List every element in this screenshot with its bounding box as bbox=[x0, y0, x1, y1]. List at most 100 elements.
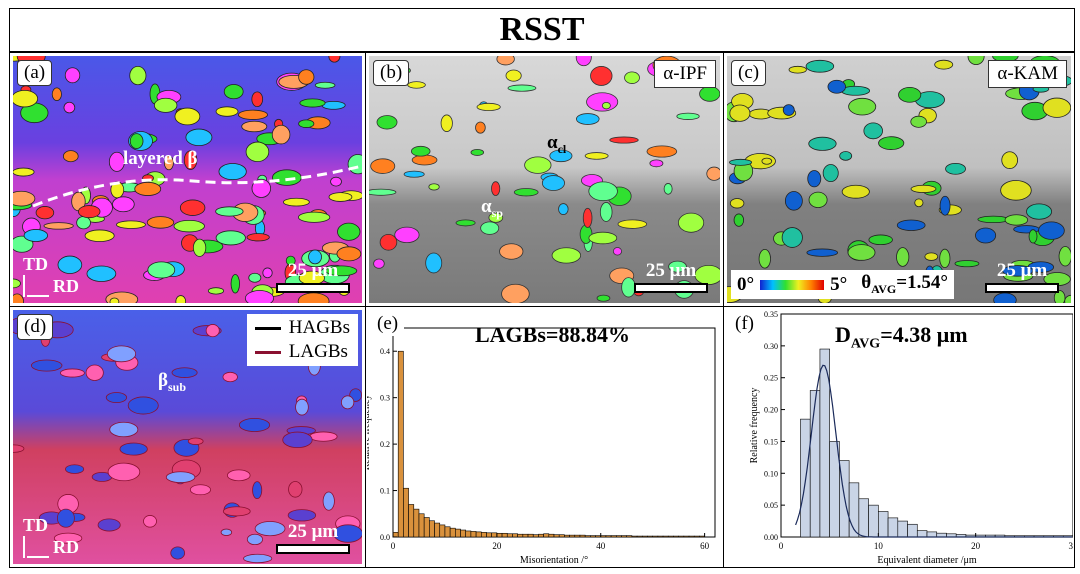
grain bbox=[35, 206, 55, 220]
grain bbox=[373, 258, 385, 269]
grain bbox=[977, 215, 1010, 224]
grain bbox=[1001, 151, 1019, 169]
grain bbox=[470, 148, 485, 156]
grain bbox=[910, 115, 927, 128]
grain bbox=[222, 371, 238, 383]
grain bbox=[65, 464, 85, 474]
grain bbox=[85, 364, 104, 381]
grain bbox=[237, 109, 268, 120]
grain bbox=[298, 69, 315, 85]
grain bbox=[839, 151, 853, 161]
rd-label: RD bbox=[53, 276, 79, 296]
grain bbox=[945, 163, 966, 175]
grain bbox=[153, 97, 178, 113]
grain bbox=[868, 234, 893, 246]
panel-label: (e) bbox=[371, 312, 405, 336]
grain bbox=[134, 181, 162, 196]
grain bbox=[328, 56, 341, 63]
grain bbox=[729, 158, 753, 166]
grain bbox=[411, 154, 438, 166]
grain bbox=[13, 444, 25, 453]
x-tick-label: 60 bbox=[700, 541, 710, 551]
grain bbox=[410, 145, 431, 157]
grain bbox=[733, 213, 745, 227]
grain bbox=[109, 421, 139, 438]
kam-gradient bbox=[760, 279, 825, 290]
grain bbox=[582, 207, 593, 228]
grain bbox=[841, 184, 870, 199]
grain bbox=[480, 221, 500, 235]
scale-bar: 25 μm bbox=[276, 521, 350, 554]
grain bbox=[295, 398, 309, 416]
histogram-bar bbox=[579, 534, 586, 538]
grain bbox=[174, 107, 201, 126]
grain bbox=[576, 113, 600, 125]
grain bbox=[262, 267, 273, 279]
histogram-bar bbox=[878, 511, 889, 538]
grain bbox=[788, 65, 807, 74]
grain bbox=[376, 115, 398, 130]
histogram-bar bbox=[449, 527, 456, 538]
grain bbox=[299, 98, 326, 108]
panel-label: (a) bbox=[17, 60, 53, 86]
histogram-bar bbox=[584, 535, 591, 538]
figure-title: RSST bbox=[9, 8, 1075, 52]
histogram-bar bbox=[678, 535, 685, 538]
grain bbox=[1000, 180, 1032, 201]
alpha-cl-label: αcl bbox=[547, 132, 567, 156]
grain bbox=[106, 345, 137, 363]
divider bbox=[10, 306, 1074, 307]
histogram-bar bbox=[496, 532, 503, 538]
grain bbox=[254, 521, 286, 537]
grain bbox=[513, 188, 539, 197]
grain bbox=[288, 481, 303, 498]
grain bbox=[285, 255, 296, 266]
layered-beta-label: layered β bbox=[123, 148, 198, 169]
grain bbox=[649, 159, 664, 168]
kam-color-legend: 0° 5° θAVG=1.54° bbox=[731, 270, 954, 299]
panel-label: (f) bbox=[729, 312, 760, 336]
histogram-bar bbox=[868, 504, 879, 538]
grain bbox=[541, 175, 565, 191]
grain bbox=[609, 136, 639, 144]
grain bbox=[501, 283, 530, 303]
scale-bar: 25 μm bbox=[634, 260, 708, 293]
x-tick-label: 20 bbox=[492, 541, 502, 551]
grain bbox=[322, 491, 335, 511]
grain bbox=[330, 176, 342, 187]
grain bbox=[488, 212, 504, 223]
grain bbox=[910, 184, 937, 193]
grain bbox=[898, 86, 922, 103]
grain bbox=[245, 141, 270, 162]
grain bbox=[30, 359, 63, 372]
x-tick-label: 10 bbox=[874, 541, 884, 551]
panel-a: (a) layered β TD RD 25 μm bbox=[13, 56, 362, 303]
grain bbox=[584, 152, 609, 160]
grain bbox=[337, 222, 361, 241]
grain bbox=[1004, 214, 1029, 226]
grain bbox=[77, 205, 101, 219]
histogram-bar bbox=[652, 535, 659, 538]
grain bbox=[179, 199, 206, 216]
grain bbox=[822, 164, 839, 182]
grain bbox=[924, 252, 939, 261]
histogram-bar bbox=[444, 526, 451, 538]
histogram-bar bbox=[574, 534, 581, 538]
panel-label: (d) bbox=[17, 314, 54, 340]
grain bbox=[309, 431, 338, 442]
grain bbox=[220, 528, 233, 536]
grain bbox=[975, 227, 997, 244]
histogram-bar bbox=[699, 535, 705, 538]
grain bbox=[187, 437, 204, 445]
histogram-bar bbox=[480, 532, 487, 538]
grain bbox=[551, 247, 582, 264]
scale-bar: 25 μm bbox=[276, 260, 350, 293]
x-tick-label: 20 bbox=[971, 541, 981, 551]
histogram-bar bbox=[858, 498, 869, 538]
grain bbox=[13, 278, 21, 289]
grain bbox=[1038, 221, 1065, 240]
grain bbox=[676, 112, 700, 120]
grain bbox=[207, 287, 225, 295]
histogram-bar bbox=[413, 508, 420, 538]
panel-label: (c) bbox=[731, 60, 767, 86]
